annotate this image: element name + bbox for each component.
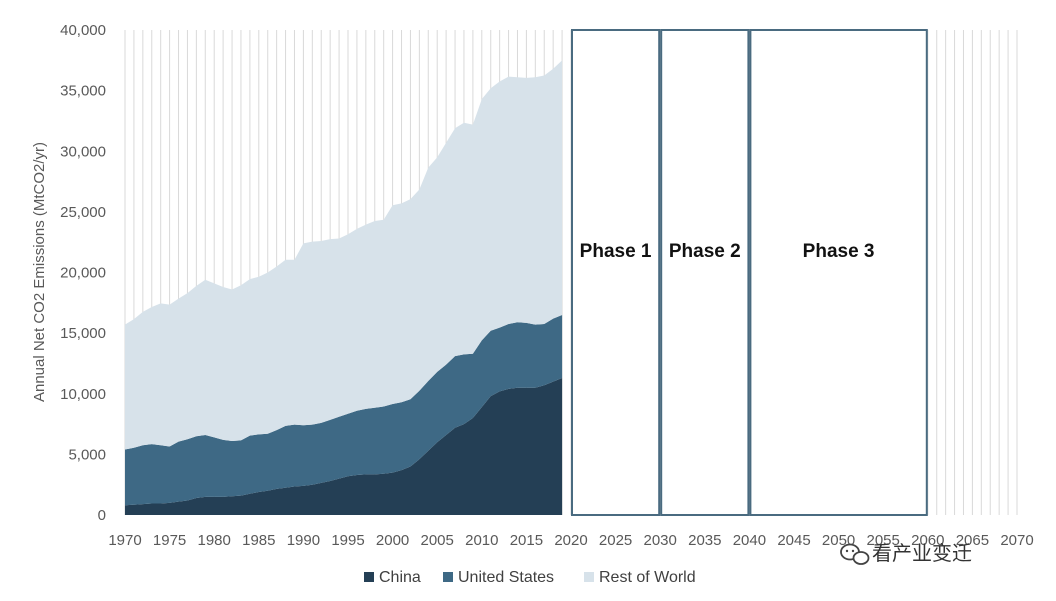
y-axis: 0 5,000 10,000 15,000 20,000 25,000 30,000 35,0… bbox=[60, 22, 106, 524]
legend-label-rest-of-world: Rest of World bbox=[599, 569, 696, 586]
legend-swatch-rest-of-world bbox=[584, 572, 594, 582]
x-tick-label: 1980 bbox=[198, 532, 231, 549]
legend-swatch-united-states bbox=[443, 572, 453, 582]
legend: China United States Rest of World bbox=[364, 569, 696, 586]
area-china bbox=[125, 377, 563, 515]
x-tick-label: 2045 bbox=[777, 532, 810, 549]
y-tick-label: 20,000 bbox=[60, 265, 106, 282]
wechat-icon bbox=[840, 543, 870, 565]
legend-label-china: China bbox=[379, 569, 421, 586]
area-series bbox=[125, 60, 563, 515]
area-united-states bbox=[125, 314, 563, 506]
phase-2-box bbox=[660, 29, 750, 516]
y-tick-label: 30,000 bbox=[60, 143, 106, 160]
x-tick-label: 2060 bbox=[911, 532, 944, 549]
x-tick-label: 1975 bbox=[153, 532, 186, 549]
phase-boxes: Phase 1 Phase 2 Phase 3 bbox=[571, 29, 928, 516]
area-rest-of-world bbox=[125, 60, 563, 450]
x-tick-label: 2025 bbox=[599, 532, 632, 549]
x-tick-label: 2040 bbox=[733, 532, 766, 549]
x-axis: 1970 1975 1980 1985 1990 1995 2000 2005 2010 2015… bbox=[108, 532, 1033, 549]
x-tick-label: 1995 bbox=[331, 532, 364, 549]
phase-3-label: Phase 3 bbox=[803, 241, 875, 262]
phase-1-label: Phase 1 bbox=[580, 241, 652, 262]
y-axis-label: Annual Net CO2 Emissions (MtCO2/yr) bbox=[31, 142, 48, 402]
y-tick-label: 25,000 bbox=[60, 204, 106, 221]
x-tick-label: 2055 bbox=[867, 532, 900, 549]
x-tick-label: 2010 bbox=[465, 532, 498, 549]
x-tick-label: 2015 bbox=[510, 532, 543, 549]
y-tick-label: 5,000 bbox=[68, 446, 106, 463]
x-tick-label: 2020 bbox=[554, 532, 587, 549]
y-tick-label: 35,000 bbox=[60, 83, 106, 100]
x-tick-label: 1970 bbox=[108, 532, 141, 549]
watermark-text: 看产业变迁 bbox=[872, 541, 972, 565]
y-tick-label: 0 bbox=[98, 507, 106, 524]
x-tick-label: 2065 bbox=[956, 532, 989, 549]
watermark: 看产业变迁 bbox=[840, 541, 972, 565]
phase-2-label: Phase 2 bbox=[669, 241, 741, 262]
phase-3-box bbox=[749, 29, 928, 516]
x-tick-label: 1985 bbox=[242, 532, 275, 549]
x-tick-label: 2005 bbox=[421, 532, 454, 549]
x-tick-label: 2050 bbox=[822, 532, 855, 549]
legend-label-united-states: United States bbox=[458, 569, 554, 586]
x-tick-label: 2000 bbox=[376, 532, 409, 549]
y-tick-label: 10,000 bbox=[60, 386, 106, 403]
y-tick-label: 15,000 bbox=[60, 325, 106, 342]
y-tick-label: 40,000 bbox=[60, 22, 106, 39]
x-tick-label: 1990 bbox=[287, 532, 320, 549]
x-tick-label: 2070 bbox=[1000, 532, 1033, 549]
x-tick-label: 2035 bbox=[688, 532, 721, 549]
x-tick-label: 2030 bbox=[644, 532, 677, 549]
phase-1-box bbox=[571, 29, 661, 516]
legend-swatch-china bbox=[364, 572, 374, 582]
